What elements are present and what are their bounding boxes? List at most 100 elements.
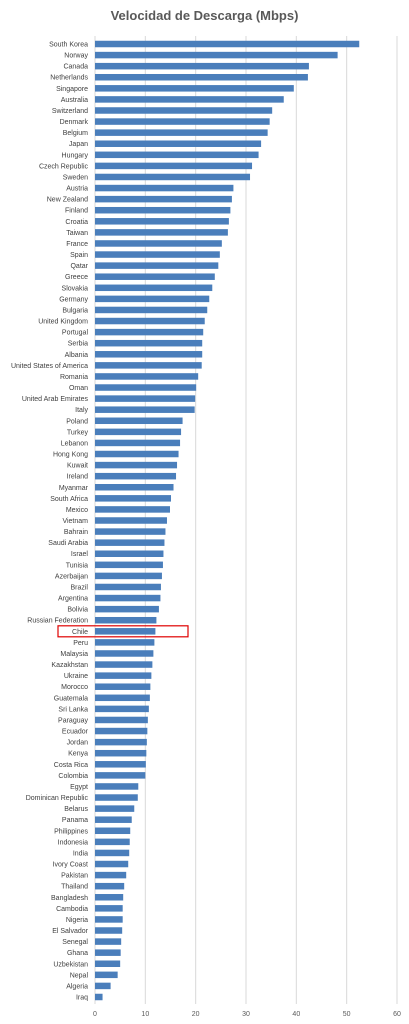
x-tick-label: 20 <box>192 1011 200 1018</box>
category-label: Singapore <box>56 86 88 93</box>
bar <box>95 151 259 159</box>
category-label: Serbia <box>68 341 88 348</box>
category-label: South Korea <box>49 42 88 49</box>
category-label: Dominican Republic <box>26 795 89 802</box>
bar <box>95 129 268 136</box>
category-label: Morocco <box>61 684 88 691</box>
x-tick-label: 0 <box>93 1011 97 1018</box>
bar <box>95 639 155 646</box>
category-label: Austria <box>66 186 88 193</box>
category-label: Ivory Coast <box>53 862 88 869</box>
bar <box>95 539 165 546</box>
category-label: Qatar <box>70 263 88 270</box>
bar <box>95 328 204 336</box>
category-label: Egypt <box>70 784 88 791</box>
category-label: Bulgaria <box>62 307 88 314</box>
bar <box>95 395 196 402</box>
bar <box>95 406 195 413</box>
category-label: India <box>73 850 88 857</box>
bar <box>95 506 170 513</box>
category-label: Uzbekistan <box>53 961 88 968</box>
bar <box>95 317 205 325</box>
category-label: Saudi Arabia <box>48 540 88 547</box>
bar <box>95 628 156 635</box>
bar <box>95 295 210 303</box>
bar <box>95 229 228 236</box>
category-label: Denmark <box>60 119 89 126</box>
bar <box>95 694 150 702</box>
category-label: Russian Federation <box>27 618 88 625</box>
category-label: Nepal <box>70 972 89 979</box>
category-label: Taiwan <box>66 230 88 237</box>
category-label: Nigeria <box>66 917 88 924</box>
x-tick-label: 40 <box>292 1011 300 1018</box>
bar <box>95 118 270 125</box>
bar <box>95 605 159 613</box>
category-label: Bangladesh <box>51 895 88 902</box>
bar <box>95 284 213 292</box>
category-label: Ecuador <box>62 729 89 736</box>
bar <box>95 173 251 181</box>
bar <box>95 938 122 945</box>
category-label: Croatia <box>65 219 88 226</box>
category-label: Israel <box>71 551 89 558</box>
bar <box>95 251 220 258</box>
category-label: Costa Rica <box>54 762 88 769</box>
category-label: Portugal <box>62 330 89 337</box>
category-label: Slovakia <box>62 285 89 292</box>
bar <box>95 195 232 203</box>
category-label: France <box>66 241 88 248</box>
bar <box>95 650 154 657</box>
category-label: Finland <box>65 208 88 215</box>
category-label: Colombia <box>58 773 88 780</box>
bar <box>95 838 130 846</box>
x-tick-label: 50 <box>343 1011 351 1018</box>
bar <box>95 373 199 380</box>
bar <box>95 905 123 912</box>
category-label: United States of America <box>11 363 88 370</box>
category-label: Australia <box>61 97 88 104</box>
bar <box>95 594 161 602</box>
bar <box>95 206 231 214</box>
category-label: Norway <box>64 53 88 60</box>
bar <box>95 583 161 591</box>
category-label: Malaysia <box>60 651 88 658</box>
bar <box>95 339 203 347</box>
bar <box>95 428 182 436</box>
category-label: Jordan <box>67 740 89 747</box>
category-label: United Kingdom <box>38 319 88 326</box>
bar <box>95 484 174 491</box>
bar <box>95 495 172 502</box>
category-label: Kenya <box>68 751 88 758</box>
bar <box>95 362 202 369</box>
category-label: Argentina <box>58 596 88 603</box>
category-label: Sweden <box>63 174 88 181</box>
category-label: Turkey <box>67 429 89 436</box>
bar <box>95 716 148 724</box>
bar <box>95 306 208 314</box>
category-label: Canada <box>63 64 88 71</box>
category-label: Greece <box>65 274 88 281</box>
category-label: Algeria <box>66 983 88 990</box>
category-label: Netherlands <box>50 75 88 82</box>
category-label: Ireland <box>67 474 89 481</box>
category-label: Germany <box>59 296 88 303</box>
bar <box>95 450 179 458</box>
bar <box>95 982 111 990</box>
bar <box>95 916 123 923</box>
category-label: Czech Republic <box>39 163 89 170</box>
bar <box>95 561 163 569</box>
bar <box>95 351 203 358</box>
bar <box>95 62 309 70</box>
category-label: United Arab Emirates <box>22 396 89 403</box>
x-tick-label: 30 <box>242 1011 250 1018</box>
bar <box>95 727 148 735</box>
bar <box>95 73 308 81</box>
category-label: New Zealand <box>47 197 88 204</box>
category-label: Mexico <box>66 507 88 514</box>
bar <box>95 882 125 890</box>
bar <box>95 960 121 968</box>
category-label: Brazil <box>70 584 88 591</box>
category-label: Kuwait <box>67 463 88 470</box>
